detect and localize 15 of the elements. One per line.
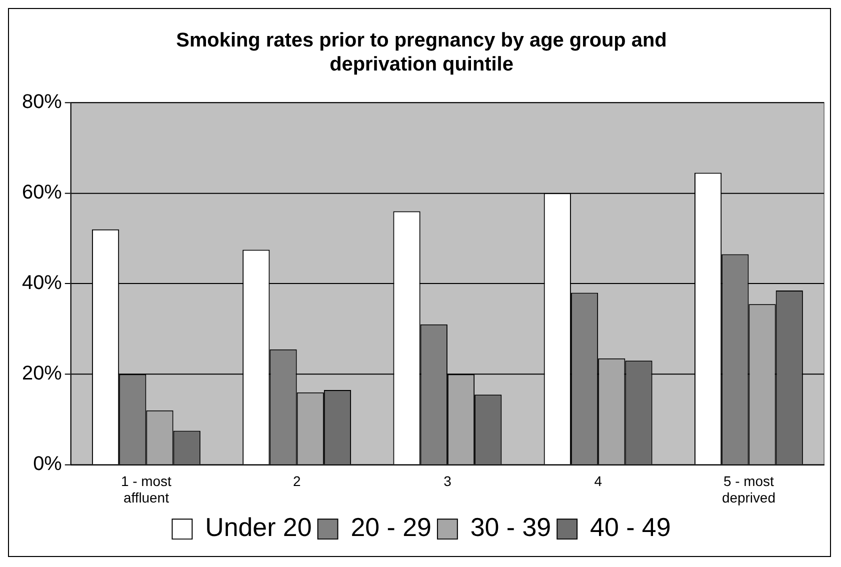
x-tick-label: 5 - most deprived (722, 472, 776, 506)
legend-label: 20 - 29 (350, 514, 432, 542)
y-tick-label: 80% (22, 91, 62, 114)
y-tick-label: 60% (22, 182, 62, 204)
x-tick-label: 4 (594, 472, 602, 489)
chart-title: Smoking rates prior to pregnancy by age group and deprivation quintile (176, 29, 667, 76)
x-tick-label: 3 (444, 472, 452, 489)
x-tick-label: 1 - most affluent (121, 472, 172, 506)
y-tick-label: 0% (33, 453, 62, 476)
legend-label: 40 - 49 (590, 514, 671, 542)
x-tick-label: 2 (292, 472, 301, 489)
legend-label: Under 20 (205, 514, 312, 542)
y-tick-label: 40% (22, 272, 62, 294)
y-tick-label: 20% (22, 362, 62, 385)
legend-label: 30 - 39 (470, 514, 552, 542)
